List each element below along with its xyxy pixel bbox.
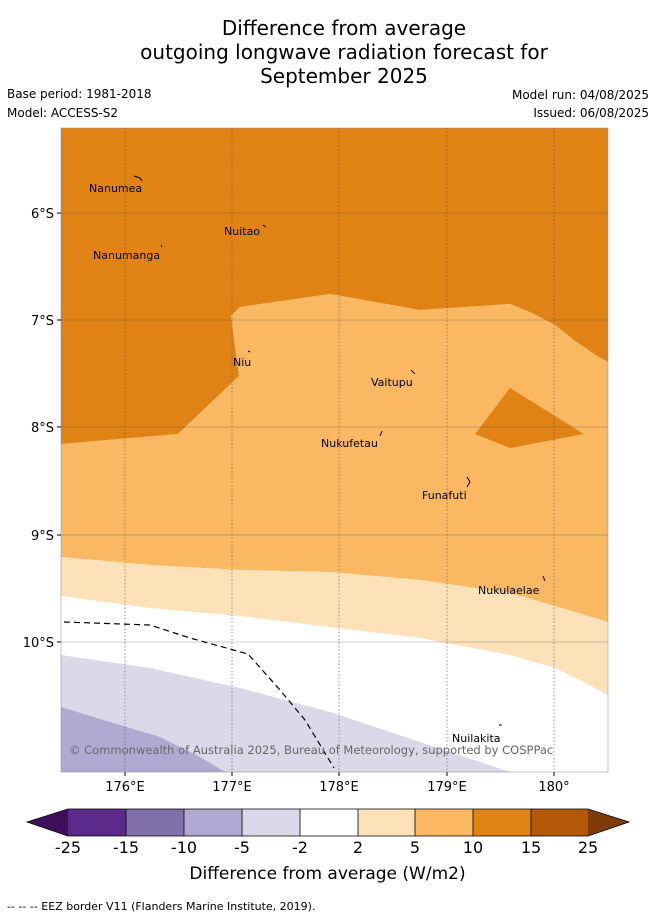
colorbar-tick-10: 25 (577, 838, 599, 857)
colorbar-under-arrow (27, 809, 68, 836)
base-period: Base period: 1981-2018 (7, 87, 152, 101)
colorbar-segment-4 (242, 809, 300, 836)
colorbar-tick-8: 10 (462, 838, 484, 857)
colorbar-tick-7: 5 (409, 838, 421, 857)
colorbar-segment-9 (531, 809, 588, 836)
colorbar-segment-1 (68, 809, 126, 836)
colorbar-tick-6: 2 (352, 838, 364, 857)
lon-label-176e: 176°E (105, 780, 145, 795)
axis-ticks (57, 212, 555, 776)
colorbar-tick-9: 15 (520, 838, 542, 857)
copyright-notice: © Commonwealth of Australia 2025, Bureau… (69, 743, 553, 757)
nuitao-island (262, 224, 267, 228)
colorbar-segment-3 (184, 809, 242, 836)
map-frame (60, 127, 609, 773)
place-label-nukulaelae: Nukulaelae (478, 584, 540, 597)
lon-label-179e: 179°E (427, 780, 467, 795)
colorbar-label: Difference from average (W/m2) (189, 864, 466, 884)
contour-10-15 (61, 128, 608, 444)
longitude-gridlines (124, 128, 555, 772)
colorbar-over-arrow (588, 809, 629, 836)
latitude-gridlines (61, 212, 608, 643)
lat-label-6s: 6°S (31, 207, 54, 222)
model-run: Model run: 04/08/2025 (511, 88, 649, 102)
place-label-nuilakita: Nuilakita (452, 732, 501, 745)
title-line-2: outgoing longwave radiation forecast for (140, 40, 548, 64)
contour-minus2-minus5 (61, 655, 510, 772)
eez-legend-note: -- -- -- EEZ border V11 (Flanders Marine… (7, 900, 316, 913)
contour-10-15-patch (475, 388, 584, 448)
colorbar-segment-2 (126, 809, 184, 836)
colorbar-segment-5 (300, 809, 358, 836)
place-label-nanumanga: Nanumanga (93, 249, 160, 262)
colorbar-tick-3: -10 (170, 838, 198, 857)
issued-date: Issued: 06/08/2025 (533, 106, 649, 120)
map-title: Difference from average outgoing longwav… (0, 16, 655, 88)
map-area (61, 128, 608, 772)
title-line-3: September 2025 (260, 64, 428, 88)
colorbar-tick-4: -5 (234, 838, 250, 857)
colorbar (25, 808, 631, 837)
colorbar-tick-2: -15 (112, 838, 140, 857)
colorbar-tick-5: -2 (292, 838, 308, 857)
place-label-vaitupu: Vaitupu (371, 376, 413, 389)
vaitupu-island (410, 369, 416, 375)
colorbar-segment-8 (473, 809, 531, 836)
lat-label-9s: 9°S (31, 529, 54, 544)
lat-label-10s: 10°S (23, 636, 54, 651)
model-name: Model: ACCESS-S2 (7, 106, 119, 120)
place-label-niu: Niu (233, 356, 251, 369)
lon-label-178e: 178°E (319, 780, 359, 795)
colorbar-segment-6 (358, 809, 415, 836)
nukufetau-island (379, 430, 383, 437)
nanumanga-island (160, 244, 163, 248)
lon-label-180: 180° (538, 780, 569, 795)
place-label-nukufetau: Nukufetau (321, 437, 378, 450)
colorbar-tick-1: -25 (54, 838, 82, 857)
lat-label-8s: 8°S (31, 421, 54, 436)
lat-label-7s: 7°S (31, 314, 54, 329)
contour-5-10 (61, 294, 608, 622)
place-label-nuitao: Nuitao (224, 225, 260, 238)
colorbar-segment-7 (415, 809, 473, 836)
lon-label-177e: 177°E (212, 780, 252, 795)
place-label-nanumea: Nanumea (89, 182, 142, 195)
place-label-funafuti: Funafuti (422, 489, 467, 502)
contour-2-5 (61, 557, 608, 695)
nukulaelae-island (542, 575, 546, 582)
island-outlines (133, 175, 546, 726)
funafuti-island (466, 476, 471, 488)
title-line-1: Difference from average (221, 16, 467, 40)
eez-border (63, 621, 335, 769)
contour-minus5-minus10 (61, 707, 225, 772)
niu-island (247, 350, 251, 353)
nanumea-island (133, 175, 143, 182)
